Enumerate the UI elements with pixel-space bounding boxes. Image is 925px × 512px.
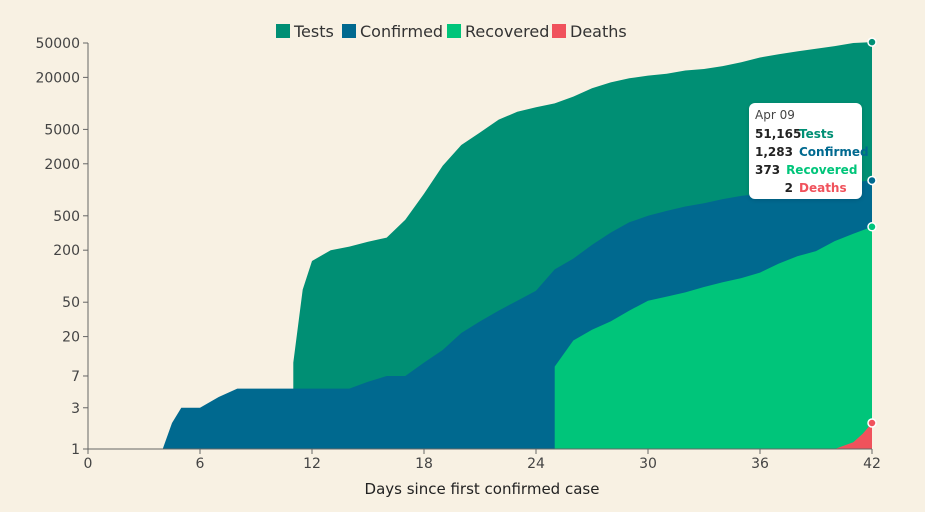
tooltip-row-confirmed: 1,283 Confirmed <box>755 143 869 161</box>
marker-recovered <box>867 222 877 232</box>
tooltip-value-deaths: 2 <box>784 181 793 195</box>
y-tick-label: 1 <box>71 442 80 458</box>
y-tick-label: 5000 <box>44 122 80 138</box>
area-deaths <box>648 423 872 449</box>
legend-label-deaths: Deaths <box>570 22 627 41</box>
tooltip-row-deaths: 2 Deaths <box>755 179 856 197</box>
marker-tests <box>867 37 877 47</box>
legend-swatch-tests <box>276 24 290 38</box>
tooltip-value-confirmed: 1,283 <box>755 145 793 159</box>
y-tick-label: 200 <box>53 243 80 259</box>
legend-swatch-recovered <box>447 24 461 38</box>
x-tick-label: 6 <box>196 456 205 472</box>
y-tick-label: 500 <box>53 209 80 225</box>
x-tick-label: 36 <box>751 456 769 472</box>
tooltip-date: Apr 09 <box>755 108 795 122</box>
y-tick-label: 2000 <box>44 157 80 173</box>
tooltip: Apr 09 51,165 Tests 1,283 Confirmed 373 … <box>749 103 869 199</box>
y-tick-label: 20000 <box>35 70 80 86</box>
marker-deaths <box>867 418 877 428</box>
legend-label-recovered: Recovered <box>465 22 549 41</box>
x-tick-label: 0 <box>84 456 93 472</box>
tooltip-value-tests: 51,165 <box>755 127 802 141</box>
marker-confirmed <box>867 175 877 186</box>
legend-label-confirmed: Confirmed <box>360 22 443 41</box>
y-tick-label: 50 <box>62 295 80 311</box>
legend-swatch-confirmed <box>342 24 356 38</box>
y-tick-label: 3 <box>71 401 80 417</box>
legend-label-tests: Tests <box>293 22 334 41</box>
x-tick-label: 30 <box>639 456 657 472</box>
y-tick-label: 50000 <box>35 36 80 52</box>
legend-swatch-deaths <box>552 24 566 38</box>
x-tick-label: 18 <box>415 456 433 472</box>
x-tick-label: 42 <box>863 456 881 472</box>
tooltip-label-tests: Tests <box>799 127 834 141</box>
tooltip-label-deaths: Deaths <box>799 181 847 195</box>
tooltip-label-confirmed: Confirmed <box>798 145 869 159</box>
tooltip-label-recovered: Recovered <box>786 163 858 177</box>
x-tick-label: 12 <box>303 456 321 472</box>
tooltip-row-recovered: 373 Recovered <box>755 161 858 179</box>
tooltip-row-tests: 51,165 Tests <box>755 125 856 143</box>
y-tick-label: 20 <box>62 330 80 346</box>
tooltip-value-recovered: 373 <box>755 163 781 177</box>
y-tick-label: 7 <box>71 369 80 385</box>
x-tick-label: 24 <box>527 456 545 472</box>
x-axis-title: Days since first confirmed case <box>365 480 600 498</box>
area-recovered <box>554 226 872 449</box>
